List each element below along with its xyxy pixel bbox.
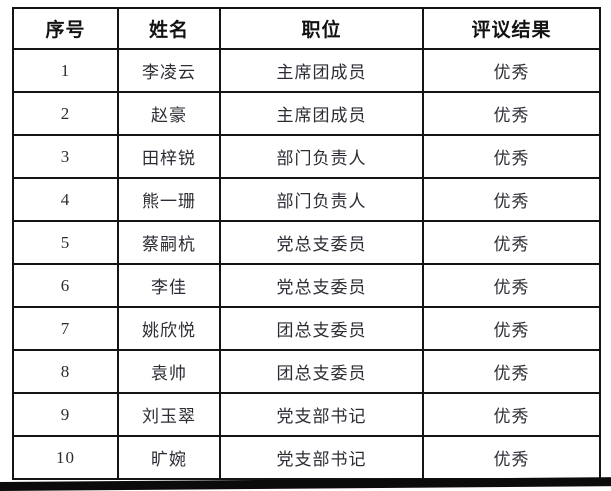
cell-name: 田梓锐 bbox=[117, 134, 221, 179]
table-row: 1 李凌云 主席团成员 优秀 bbox=[12, 48, 601, 93]
cell-result: 优秀 bbox=[422, 220, 601, 265]
table-row: 6 李佳 党总支委员 优秀 bbox=[12, 263, 601, 308]
cell-serial: 7 bbox=[12, 306, 119, 351]
cell-result: 优秀 bbox=[422, 177, 601, 222]
cell-name: 李凌云 bbox=[117, 48, 221, 93]
cell-position: 党总支委员 bbox=[219, 263, 424, 308]
cell-name: 李佳 bbox=[117, 263, 221, 308]
cell-result: 优秀 bbox=[422, 263, 601, 308]
cell-position: 党支部书记 bbox=[219, 392, 424, 437]
table-row: 7 姚欣悦 团总支委员 优秀 bbox=[12, 306, 601, 351]
cell-position: 团总支委员 bbox=[219, 349, 424, 394]
table-row: 9 刘玉翠 党支部书记 优秀 bbox=[12, 392, 601, 437]
cell-name: 熊一珊 bbox=[117, 177, 221, 222]
header-position: 职位 bbox=[219, 7, 424, 50]
cell-position: 部门负责人 bbox=[219, 134, 424, 179]
evaluation-table: 序号 姓名 职位 评议结果 1 李凌云 主席团成员 优秀 2 赵豪 主席团成员 优秀 3 田梓锐部… bbox=[12, 7, 601, 480]
cell-serial: 6 bbox=[12, 263, 119, 308]
header-name: 姓名 bbox=[117, 7, 221, 50]
cell-position: 部门负责人 bbox=[219, 177, 424, 222]
table-row: 5 蔡嗣杭 党总支委员 优秀 bbox=[12, 220, 601, 265]
table-header: 序号 姓名 职位 评议结果 bbox=[12, 7, 601, 50]
cell-name: 袁帅 bbox=[117, 349, 221, 394]
cell-serial: 2 bbox=[12, 91, 119, 136]
cell-position: 党总支委员 bbox=[219, 220, 424, 265]
cell-name: 姚欣悦 bbox=[117, 306, 221, 351]
table-row: 4 熊一珊 部门负责人 优秀 bbox=[12, 177, 601, 222]
cell-serial: 1 bbox=[12, 48, 119, 93]
evaluation-table-container: 序号 姓名 职位 评议结果 1 李凌云 主席团成员 优秀 2 赵豪 主席团成员 优秀 3 田梓锐部… bbox=[12, 7, 601, 480]
cell-serial: 4 bbox=[12, 177, 119, 222]
header-result: 评议结果 bbox=[422, 7, 601, 50]
header-serial: 序号 bbox=[12, 7, 119, 50]
header-row: 序号 姓名 职位 评议结果 bbox=[12, 7, 601, 50]
cell-result: 优秀 bbox=[422, 91, 601, 136]
table-row: 8 袁帅 团总支委员 优秀 bbox=[12, 349, 601, 394]
cell-result: 优秀 bbox=[422, 435, 601, 480]
cell-position: 主席团成员 bbox=[219, 91, 424, 136]
cell-serial: 8 bbox=[12, 349, 119, 394]
table-body: 1 李凌云 主席团成员 优秀 2 赵豪 主席团成员 优秀 3 田梓锐 部门负责人 优秀 4 熊一珊 部门负责… bbox=[12, 48, 601, 480]
cell-name: 赵豪 bbox=[117, 91, 221, 136]
cell-position: 主席团成员 bbox=[219, 48, 424, 93]
cell-position: 团总支委员 bbox=[219, 306, 424, 351]
cell-serial: 10 bbox=[12, 435, 119, 480]
cell-result: 优秀 bbox=[422, 349, 601, 394]
table-row: 10 旷婉 党支部书记 优秀 bbox=[12, 435, 601, 480]
cell-name: 刘玉翠 bbox=[117, 392, 221, 437]
cell-result: 优秀 bbox=[422, 48, 601, 93]
cell-result: 优秀 bbox=[422, 134, 601, 179]
cell-result: 优秀 bbox=[422, 306, 601, 351]
cell-name: 旷婉 bbox=[117, 435, 221, 480]
table-row: 2 赵豪 主席团成员 优秀 bbox=[12, 91, 601, 136]
cell-result: 优秀 bbox=[422, 392, 601, 437]
cell-serial: 5 bbox=[12, 220, 119, 265]
cell-serial: 9 bbox=[12, 392, 119, 437]
cell-name: 蔡嗣杭 bbox=[117, 220, 221, 265]
cell-serial: 3 bbox=[12, 134, 119, 179]
table-row: 3 田梓锐 部门负责人 优秀 bbox=[12, 134, 601, 179]
cell-position: 党支部书记 bbox=[219, 435, 424, 480]
